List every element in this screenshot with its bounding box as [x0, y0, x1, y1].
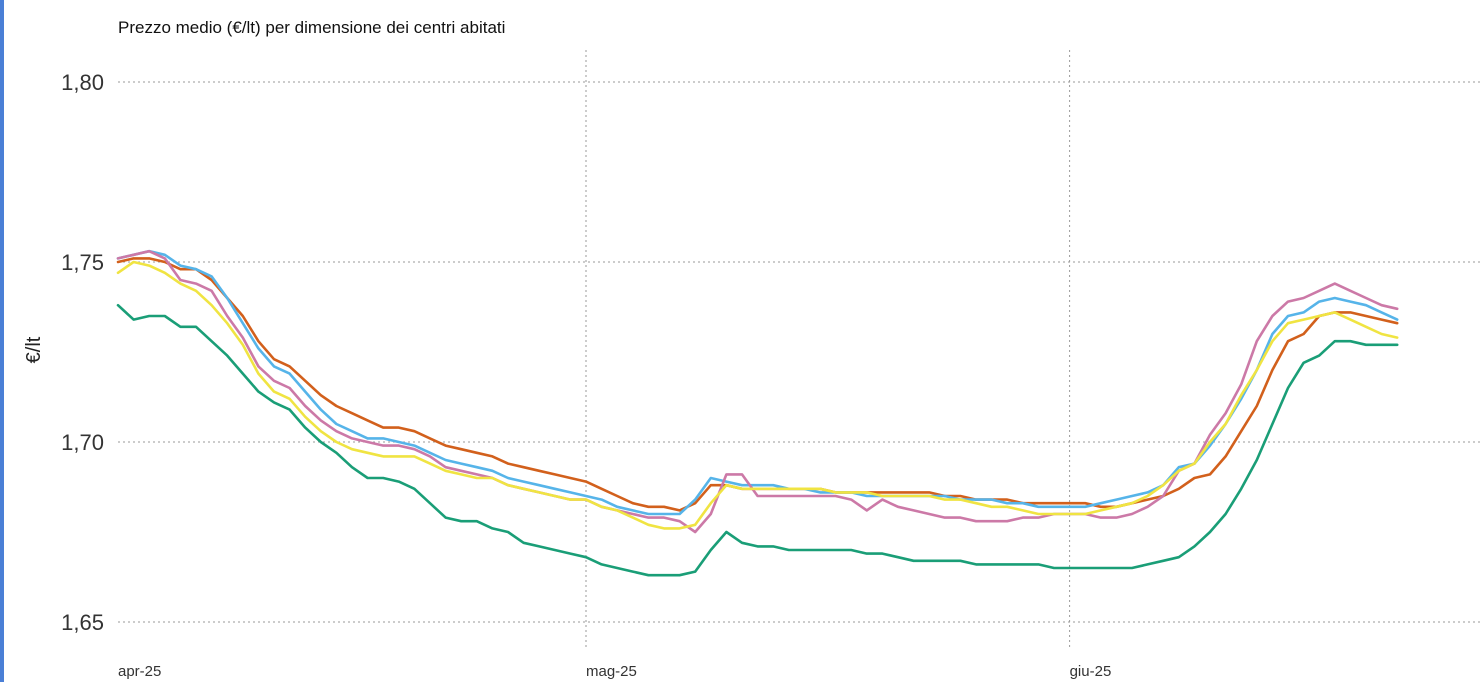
series-line-3: [116, 260, 1399, 530]
series-line-1: [116, 249, 1399, 516]
x-tick-label: apr-25: [118, 663, 161, 680]
y-tick-label: 1,75: [61, 250, 104, 275]
x-tick-label: mag-25: [586, 663, 637, 680]
y-tick-label: 1,80: [61, 70, 104, 95]
series-line-0: [116, 257, 1399, 512]
series-line-4: [116, 303, 1399, 577]
window-edge-accent: [0, 0, 4, 682]
y-tick-label: 1,70: [61, 430, 104, 455]
chart-title: Prezzo medio (€/lt) per dimensione dei c…: [118, 18, 506, 37]
y-axis-title: €/lt: [23, 336, 45, 363]
x-tick-label: giu-25: [1070, 663, 1112, 680]
y-tick-label: 1,65: [61, 610, 104, 635]
